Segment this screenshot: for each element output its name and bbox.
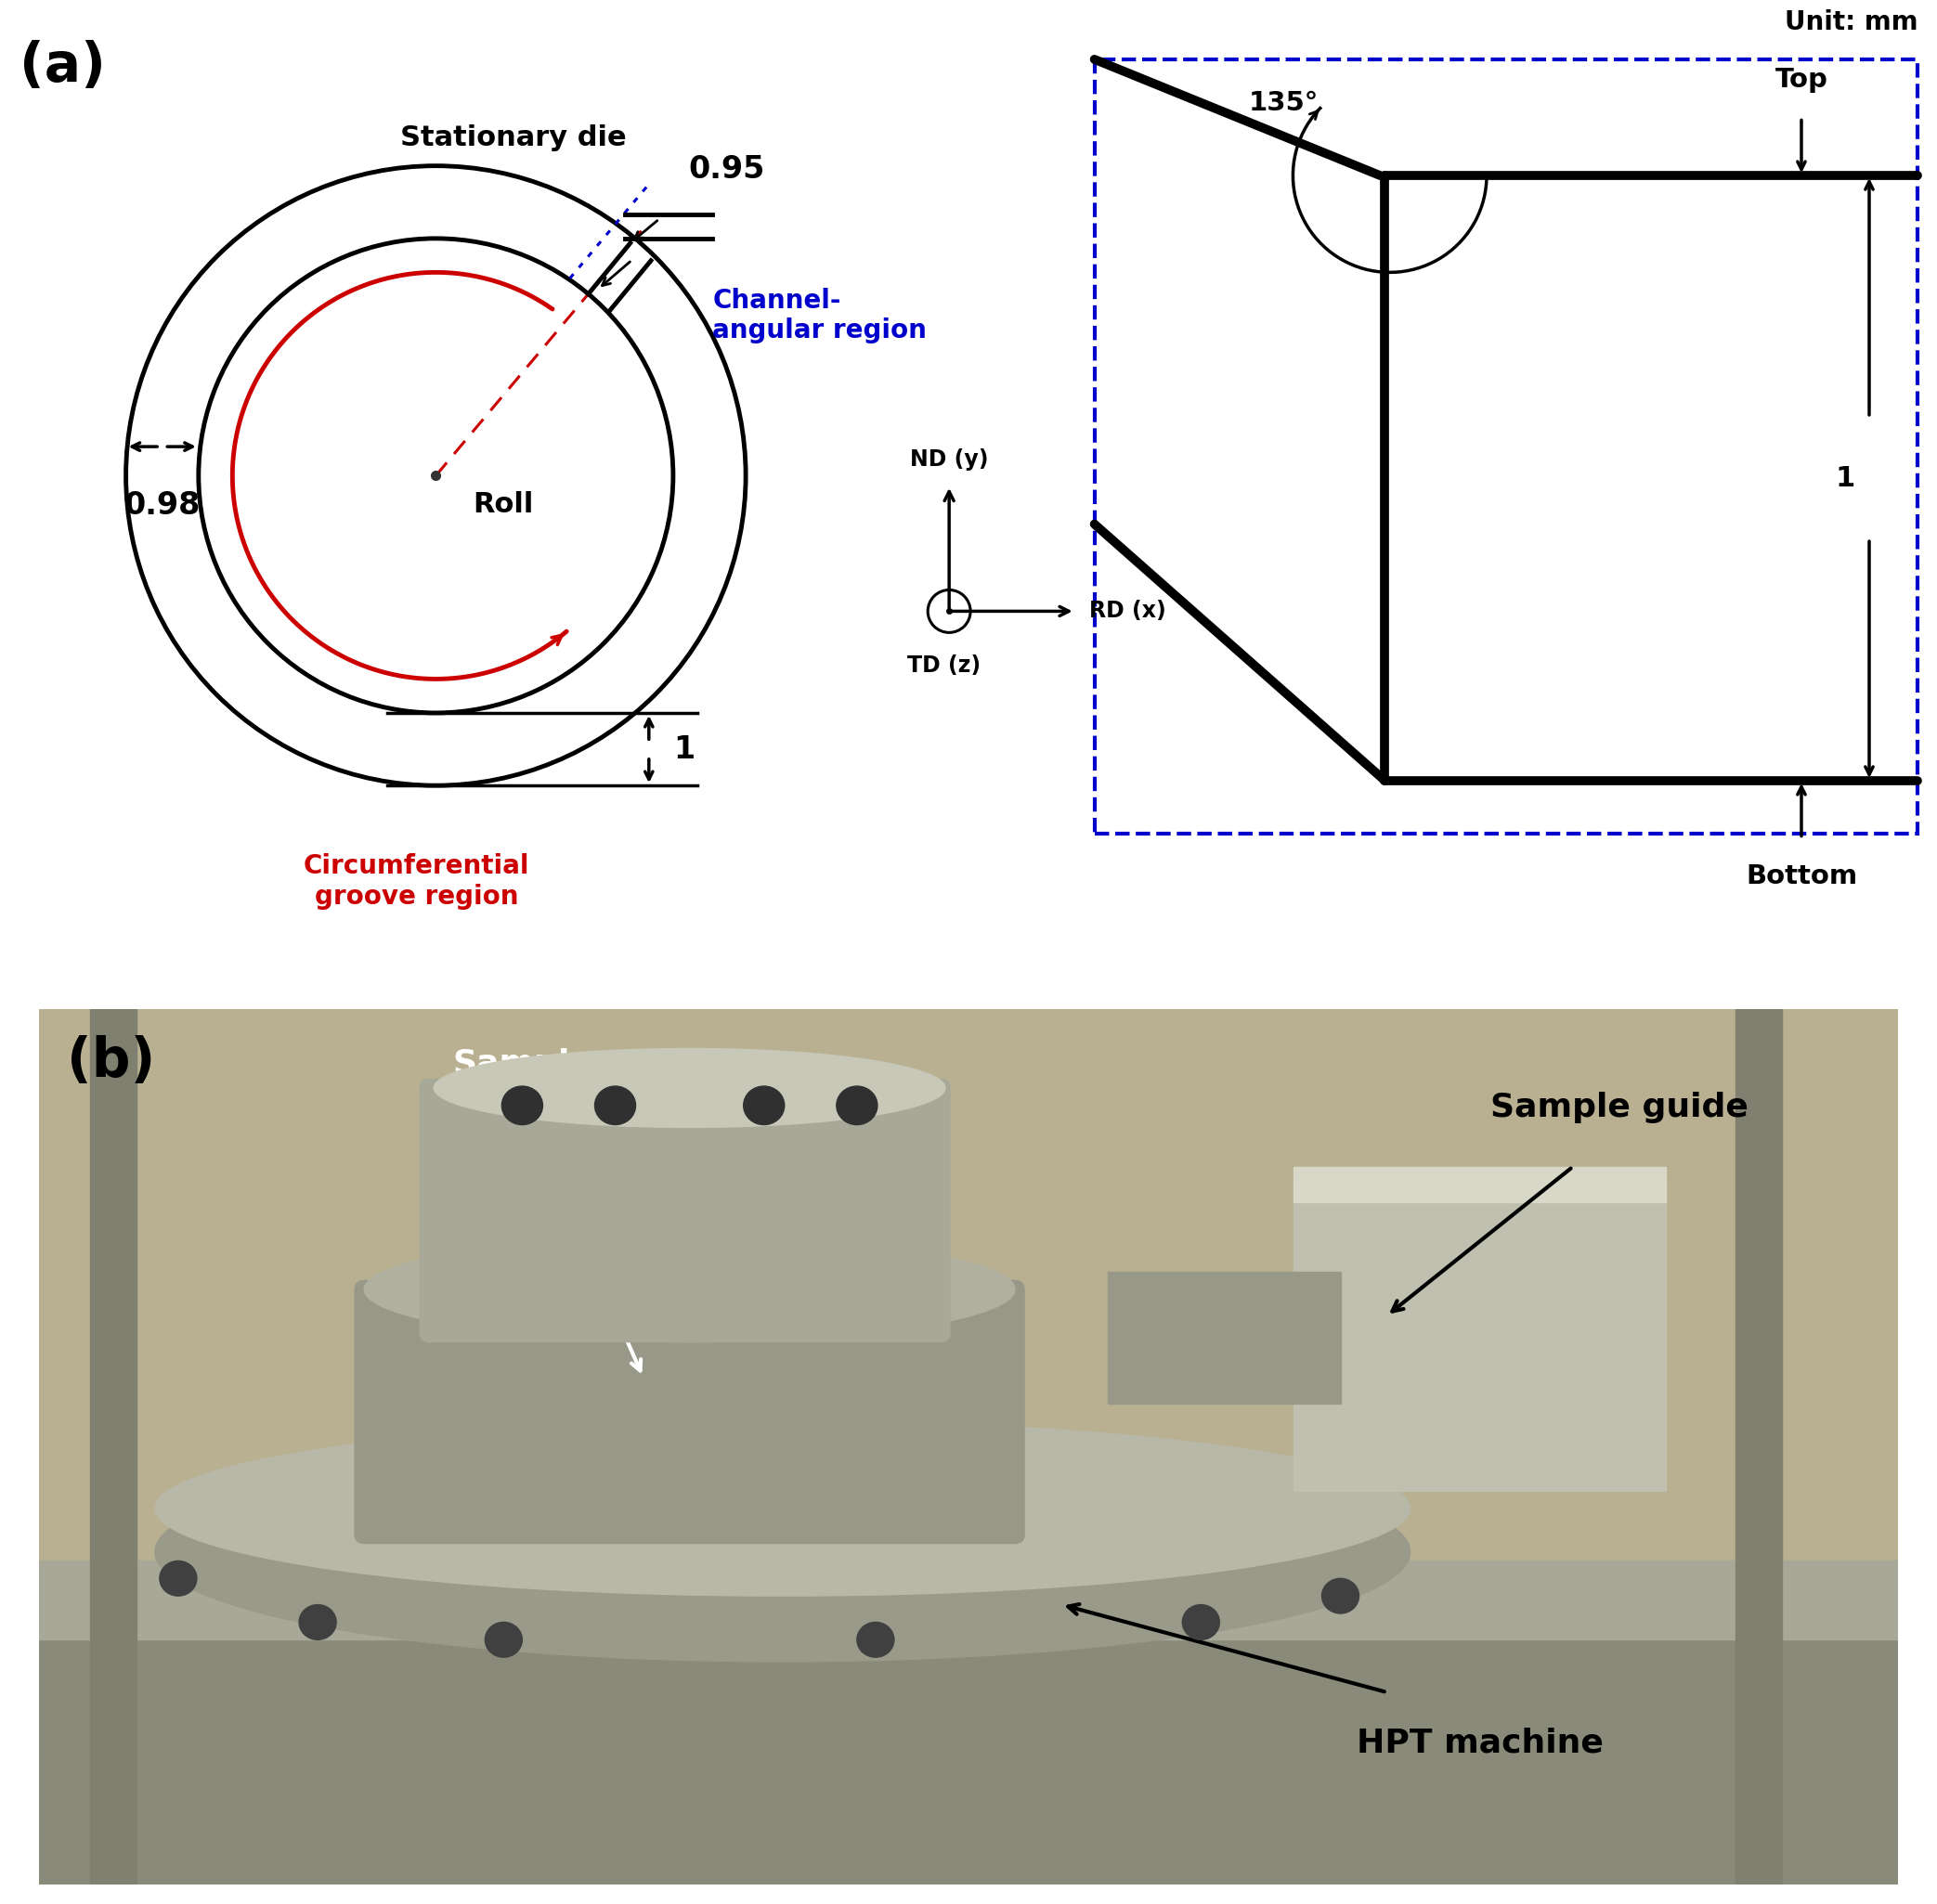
Bar [1294, 1167, 1666, 1201]
Text: RD (x): RD (x) [1091, 600, 1166, 623]
Bar [39, 1561, 1898, 1639]
Text: 135°: 135° [1247, 89, 1319, 116]
Text: 1: 1 [1834, 465, 1856, 491]
Circle shape [595, 1085, 635, 1125]
Text: Circumferential
groove region: Circumferential groove region [304, 853, 529, 910]
Text: Stationary die: Stationary die [401, 124, 626, 150]
Text: Stationary die: Stationary die [444, 1196, 713, 1228]
Text: Unit: mm: Unit: mm [1784, 10, 1918, 34]
Bar [1736, 1009, 1782, 1885]
Text: Channel-
angular region: Channel- angular region [713, 288, 928, 345]
Bar [1094, 59, 1918, 834]
Text: Sample guide: Sample guide [1490, 1091, 1749, 1123]
Text: Bottom: Bottom [1745, 863, 1858, 889]
Text: HPT machine: HPT machine [1356, 1727, 1604, 1759]
Text: Roll: Roll [473, 491, 535, 518]
Text: TD (z): TD (z) [908, 655, 980, 678]
Circle shape [484, 1622, 523, 1656]
Text: (b): (b) [66, 1036, 155, 1089]
FancyBboxPatch shape [354, 1281, 1025, 1544]
Bar [1108, 1272, 1340, 1403]
Bar [39, 1578, 1898, 1885]
Circle shape [1321, 1578, 1360, 1613]
Circle shape [1182, 1605, 1220, 1639]
Ellipse shape [155, 1420, 1410, 1596]
Ellipse shape [434, 1049, 945, 1127]
Circle shape [837, 1085, 877, 1125]
Bar [89, 1009, 136, 1885]
Circle shape [159, 1561, 198, 1596]
Bar [1294, 1184, 1666, 1491]
Circle shape [298, 1605, 337, 1639]
Circle shape [502, 1085, 542, 1125]
Ellipse shape [364, 1238, 1015, 1342]
Circle shape [744, 1085, 784, 1125]
Circle shape [856, 1622, 895, 1656]
Text: ND (y): ND (y) [910, 449, 988, 470]
Text: 1: 1 [674, 733, 695, 765]
Text: Sample: Sample [451, 1047, 593, 1080]
Text: (a): (a) [19, 40, 107, 93]
Text: 0.95: 0.95 [688, 154, 765, 185]
Text: 0.98: 0.98 [124, 489, 200, 522]
Text: Top: Top [1774, 67, 1829, 93]
Ellipse shape [155, 1443, 1410, 1662]
FancyBboxPatch shape [420, 1080, 949, 1342]
